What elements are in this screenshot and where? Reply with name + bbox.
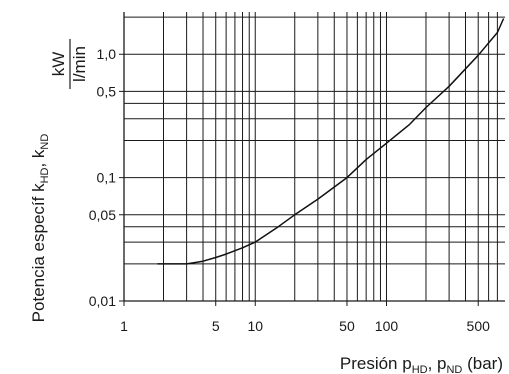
x-tick-label: 1 — [120, 318, 128, 334]
grid — [119, 12, 505, 306]
y-tick-label: 1,0 — [97, 46, 117, 62]
y-tick-label: 0,1 — [97, 170, 117, 186]
y-unit-denominator: l/min — [70, 46, 89, 82]
y-tick-label: 0,5 — [97, 83, 117, 99]
y-axis-unit: kW l/min — [49, 39, 89, 89]
x-tick-label: 50 — [339, 318, 355, 334]
y-tick-labels: 0,01 0,05 0,1 0,5 1,0 — [89, 46, 116, 309]
series — [157, 18, 505, 265]
x-tick-label: 500 — [467, 318, 491, 334]
y-axis-label: Potencia específ kHD, kND — [29, 134, 51, 323]
y-tick-label: 0,05 — [89, 207, 116, 223]
series-line — [157, 18, 505, 265]
x-tick-label: 10 — [247, 318, 263, 334]
y-tick-label: 0,01 — [89, 293, 116, 309]
x-axis-label: Presión pHD, pND (bar) — [340, 354, 503, 374]
x-tick-labels: 1 5 10 50 100 500 — [120, 318, 490, 334]
y-unit-numerator: kW — [49, 52, 68, 77]
x-tick-label: 100 — [375, 318, 399, 334]
x-tick-label: 5 — [212, 318, 220, 334]
